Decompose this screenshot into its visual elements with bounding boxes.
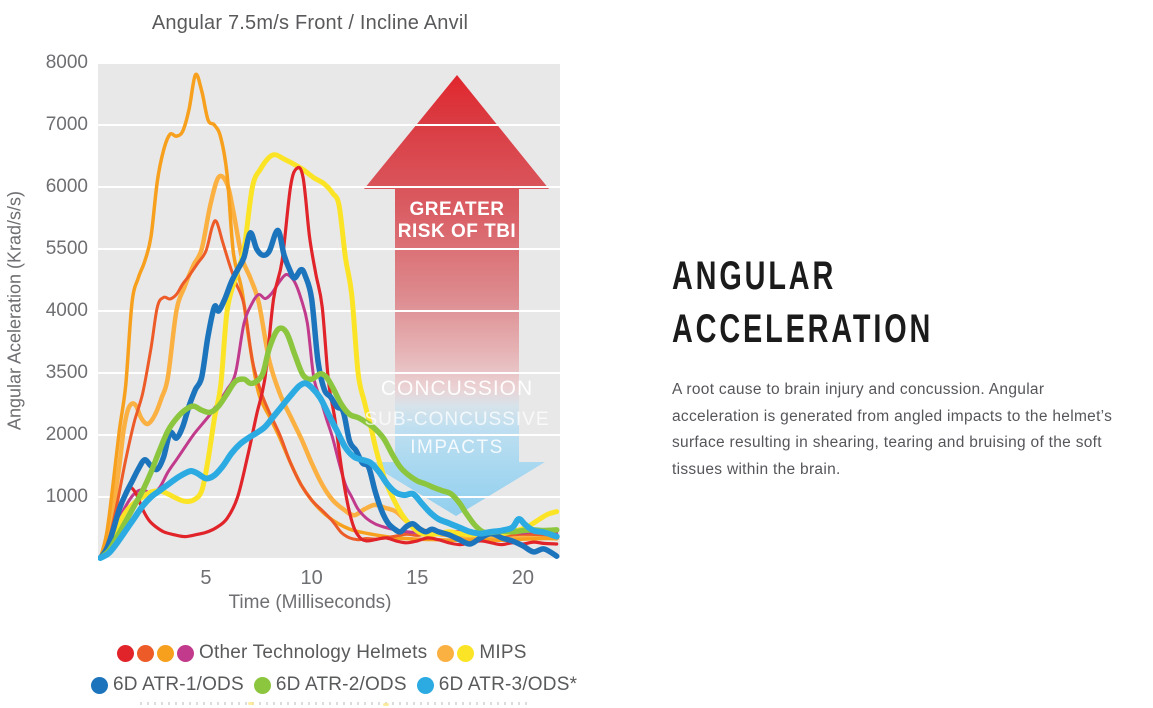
line-chart-plot	[98, 63, 560, 561]
legend-color-dots	[253, 676, 271, 694]
cropped-yellow-dot	[383, 703, 389, 706]
legend-dot-icon	[137, 644, 154, 662]
series-curve-6d-atr-3-ods-	[98, 380, 560, 561]
legend-label: MIPS	[479, 642, 527, 663]
x-tick-label: 5	[200, 567, 212, 589]
panel-paragraph-line: tissues within the brain.	[672, 460, 841, 478]
x-tick-label: 20	[511, 567, 535, 589]
legend-dot-icon	[416, 676, 434, 694]
series-curve-other-technology-helmet-c	[98, 72, 559, 560]
impacts-label: IMPACTS	[410, 437, 504, 458]
chart-title: Angular 7.5m/s Front / Incline Anvil	[151, 12, 469, 34]
legend-row: 6D ATR-1/ODS 6D ATR-2/ODS 6D ATR-3/ODS*	[91, 674, 587, 696]
risk-gradient-arrow	[364, 75, 549, 516]
sub-concussive-label: SUB-CONCUSSIVE	[364, 409, 550, 430]
panel-heading-line2: ACCELERATION	[672, 307, 934, 351]
y-tick-label: 3500	[45, 362, 88, 383]
series-curve-6d-atr-2-ods	[98, 325, 560, 561]
legend-color-dots	[91, 676, 108, 694]
panel-paragraph: A root cause to brain injury and concuss…	[672, 377, 1152, 483]
y-tick-label: 2000	[45, 424, 88, 445]
legend-label: 6D ATR-2/ODS	[275, 674, 407, 695]
legend-item-6d-atr-3-ods-: 6D ATR-3/ODS*	[416, 674, 578, 696]
legend-label: Other Technology Helmets	[199, 642, 428, 663]
legend-item-other-technology-helmets: Other Technology Helmets	[117, 642, 427, 664]
y-tick-label: 5500	[45, 238, 88, 259]
legend-dot-icon	[91, 676, 108, 694]
legend-dot-icon	[437, 644, 455, 662]
panel-paragraph-line: acceleration is generated from angled im…	[672, 407, 1113, 425]
data-curves	[98, 72, 560, 561]
legend-dot-icon	[177, 644, 194, 662]
panel-paragraph-line: surface resulting in shearing, tearing a…	[672, 434, 1102, 451]
y-tick-label: 8000	[45, 52, 88, 73]
greater-label-line2: RISK OF TBI	[397, 221, 517, 242]
greater-label-line1: GREATER	[409, 199, 505, 220]
text-panel: ANGULAR ACCELERATION A root cause to bra…	[672, 250, 1152, 483]
x-axis-label: Time (Milliseconds)	[228, 592, 392, 613]
x-tick-label: 15	[406, 567, 429, 589]
legend-item-mips: MIPS	[437, 642, 526, 664]
y-tick-label: 7000	[45, 114, 88, 135]
panel-paragraph-line: A root cause to brain injury and concuss…	[672, 381, 1045, 398]
x-tick-label: 10	[300, 567, 323, 589]
series-curve-6d-atr-1-ods	[98, 227, 560, 561]
legend-label: 6D ATR-1/ODS	[113, 674, 244, 695]
y-tick-label: 4000	[45, 300, 88, 321]
concussion-label: CONCUSSION	[380, 377, 534, 400]
legend-row: Other Technology Helmets MIPS	[117, 642, 537, 664]
y-tick-label: 1000	[45, 486, 88, 507]
cropped-row-artifact	[140, 702, 530, 705]
greater-risk-of-tbi-label: GREATER RISK OF TBI	[347, 199, 567, 243]
legend-color-dots	[416, 676, 434, 694]
y-tick-label: 6000	[45, 176, 88, 197]
legend-dot-icon	[253, 676, 271, 694]
legend-color-dots	[117, 644, 194, 662]
legend-color-dots	[437, 644, 475, 662]
legend-label: 6D ATR-3/ODS*	[438, 674, 578, 695]
legend-item-6d-atr-2-ods: 6D ATR-2/ODS	[253, 674, 407, 696]
cropped-yellow-dot	[248, 702, 254, 705]
legend-dot-icon	[457, 644, 475, 662]
panel-heading-line1: ANGULAR	[672, 254, 837, 298]
series-curve-other-technology-helmet-a	[98, 165, 559, 560]
legend-item-6d-atr-1-ods: 6D ATR-1/ODS	[91, 674, 244, 696]
legend-dot-icon	[117, 644, 134, 662]
legend-dot-icon	[157, 644, 174, 662]
